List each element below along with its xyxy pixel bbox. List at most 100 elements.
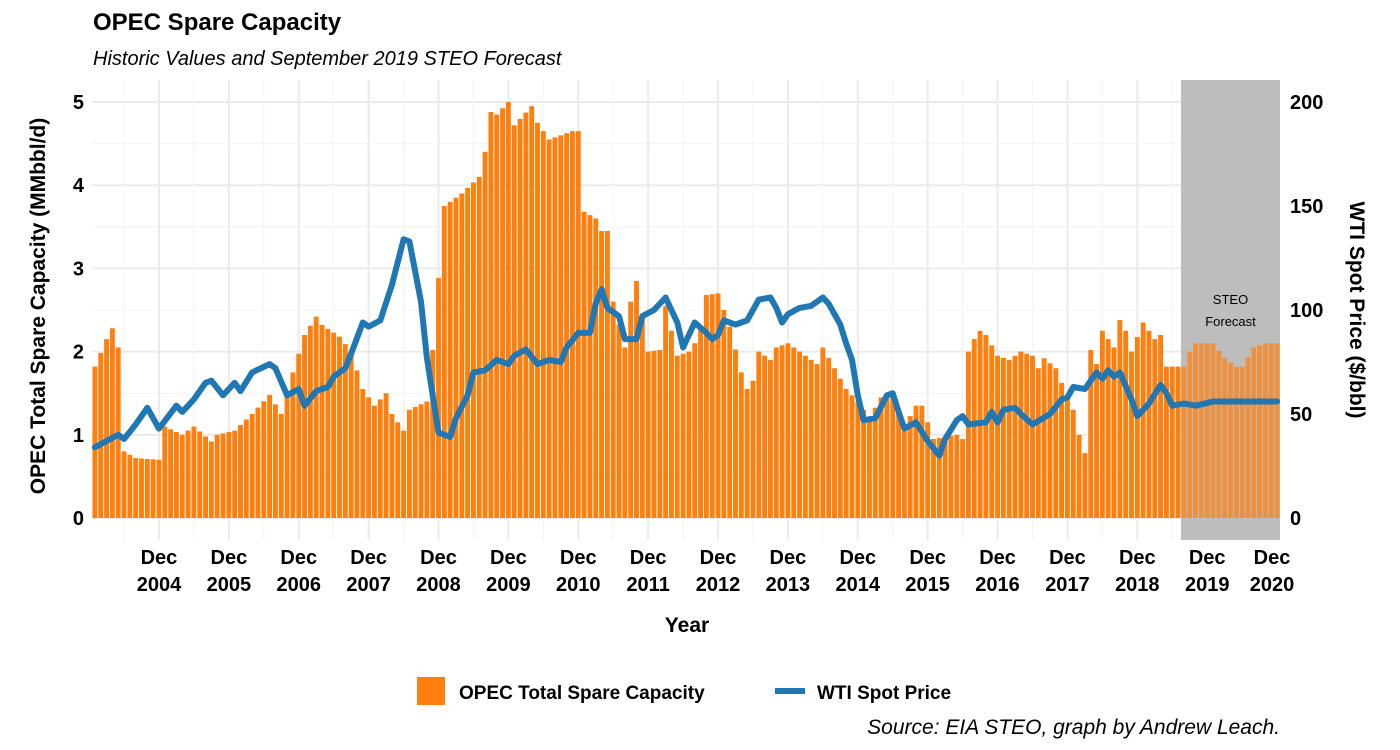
bar (948, 435, 954, 518)
bar (348, 351, 354, 518)
bar (767, 359, 773, 518)
bar (1228, 362, 1233, 518)
x-tick-year: 2018 (1115, 574, 1160, 596)
bar (173, 432, 179, 518)
x-tick-year: 2011 (626, 574, 669, 596)
bar (622, 347, 628, 518)
x-tick-month: Dec (1254, 547, 1291, 569)
bar (1006, 359, 1012, 518)
bar (465, 187, 471, 518)
legend-label-bar: OPEC Total Spare Capacity (459, 683, 705, 704)
bar (1251, 347, 1257, 518)
bar (191, 426, 197, 518)
bar (878, 397, 884, 518)
bar (797, 351, 803, 518)
bar (802, 355, 808, 518)
bar (1245, 357, 1251, 518)
bar (1117, 319, 1123, 518)
bar (185, 430, 191, 518)
bar (284, 393, 290, 518)
bar (337, 336, 342, 518)
bar (104, 339, 110, 518)
x-tick-year: 2019 (1185, 574, 1230, 596)
bar (278, 414, 284, 518)
bar (453, 197, 459, 518)
bar (290, 372, 296, 518)
bar (1000, 357, 1006, 518)
bar (243, 419, 249, 518)
bar (249, 414, 255, 518)
bar (92, 366, 98, 518)
bar (150, 459, 156, 518)
bar (1105, 339, 1111, 518)
bar (1169, 366, 1175, 518)
x-tick-month: Dec (700, 547, 737, 569)
x-tick-month: Dec (420, 547, 457, 569)
bar (896, 411, 902, 518)
x-tick-month: Dec (350, 547, 387, 569)
y-tick-left: 4 (73, 175, 85, 197)
bar (342, 344, 348, 518)
bar (98, 352, 104, 518)
bar (517, 118, 523, 519)
x-tick-year: 2013 (766, 574, 811, 596)
bar (261, 401, 267, 518)
bar (861, 409, 867, 518)
bar (569, 131, 575, 518)
bar (1210, 343, 1216, 518)
x-tick-year: 2009 (486, 574, 531, 596)
bar (837, 378, 843, 518)
bar (616, 324, 622, 518)
bar (1146, 330, 1152, 518)
bar (418, 404, 424, 518)
bar (890, 397, 896, 518)
bar (954, 434, 960, 518)
bar (436, 277, 441, 518)
x-tick-month: Dec (280, 547, 317, 569)
bar (296, 353, 302, 518)
y-tick-right: 200 (1290, 92, 1323, 114)
bar (703, 295, 709, 518)
chart-title: OPEC Spare Capacity (93, 9, 342, 36)
bar (989, 345, 995, 518)
bar (307, 325, 313, 518)
bar (558, 135, 564, 518)
x-axis-title: Year (665, 614, 709, 637)
y-axis-right-ticks: 0 50 100 150 200 (1290, 92, 1323, 530)
bar (144, 458, 150, 518)
bar (156, 459, 162, 518)
bar (1076, 434, 1082, 518)
x-tick-year: 2015 (905, 574, 950, 596)
y-tick-left: 5 (73, 92, 84, 114)
bar (639, 316, 645, 518)
bar (1129, 351, 1134, 518)
bar (610, 301, 616, 518)
bar (744, 389, 750, 518)
bar (913, 405, 919, 518)
bar (1163, 366, 1169, 518)
bar (255, 407, 261, 518)
bar (546, 139, 552, 518)
x-tick-month: Dec (141, 547, 178, 569)
bar (331, 332, 337, 518)
bar (1257, 345, 1263, 518)
bar (197, 431, 203, 518)
bar (232, 430, 238, 518)
bar (179, 434, 185, 518)
bar (476, 176, 482, 518)
bar (843, 389, 849, 518)
bar (727, 326, 733, 518)
x-axis-ticks: Dec 2004 Dec 2005 Dec 2006 Dec 2007 Dec 2008 Dec 20… (137, 547, 1295, 596)
bar (139, 458, 144, 518)
bar (995, 355, 1001, 518)
bar (1064, 397, 1070, 518)
bar (715, 293, 721, 518)
x-tick-month: Dec (979, 547, 1016, 569)
x-tick-year: 2017 (1045, 574, 1090, 596)
y-tick-right: 150 (1290, 196, 1323, 218)
forecast-label-line2: Forecast (1205, 314, 1256, 329)
bar (203, 436, 209, 518)
bar (133, 458, 139, 518)
bar (686, 351, 692, 518)
